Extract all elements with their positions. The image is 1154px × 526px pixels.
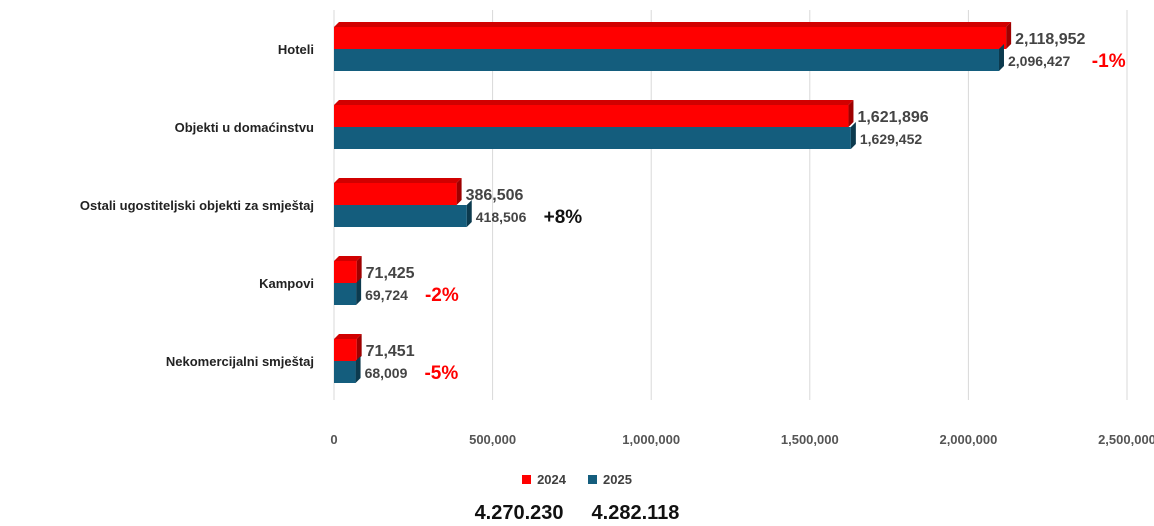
bar-2025 [334, 49, 999, 71]
bar-side-face [356, 334, 362, 361]
bar-2025 [334, 205, 467, 227]
change-label: +8% [544, 207, 583, 228]
bar-side-face [355, 356, 361, 383]
bar-side-face [998, 44, 1004, 71]
bar-side-face [356, 278, 362, 305]
bar-top-face [334, 256, 362, 261]
legend-swatch-2025 [588, 475, 597, 484]
x-tick-label: 500,000 [469, 432, 516, 447]
x-tick-label: 1,500,000 [781, 432, 839, 447]
total-2025: 4.282.118 [591, 502, 680, 524]
category-label: Nekomercijalni smještaj [166, 354, 314, 369]
bar-side-face [356, 256, 362, 283]
legend-swatch-2024 [522, 475, 532, 484]
legend-label-2025: 2025 [603, 472, 632, 487]
category-label: Objekti u domaćinstvu [175, 120, 314, 135]
bar-2025 [334, 283, 357, 305]
category-label: Kampovi [259, 276, 314, 291]
totals: 4.270.230 4.282.118 [0, 502, 1154, 525]
bar-side-face [456, 178, 462, 205]
bar-chart: 0 500,000 1,000,000 1,500,000 2,000,000 2,500… [80, 10, 1154, 447]
bar-top-face [334, 22, 1012, 27]
data-label: 71,425 [366, 265, 415, 282]
data-label: 1,629,452 [860, 131, 922, 147]
legend-item-2024: 2024 [522, 472, 566, 487]
data-label: 69,724 [365, 287, 408, 303]
change-label: -2% [425, 285, 459, 306]
legend-item-2025: 2025 [588, 472, 632, 487]
data-label: 68,009 [365, 365, 408, 381]
change-label: -5% [424, 363, 458, 384]
bar-side-face [466, 200, 472, 227]
data-label: 2,096,427 [1008, 53, 1070, 69]
bar-2025 [334, 127, 851, 149]
data-label: 71,451 [366, 343, 415, 360]
legend-label-2024: 2024 [537, 472, 566, 487]
x-tick-label: 0 [330, 432, 337, 447]
bar-2024 [334, 27, 1007, 49]
bar-side-face [850, 122, 856, 149]
bar-top-face [334, 100, 854, 105]
bar-top-face [334, 334, 362, 339]
data-label: 1,621,896 [857, 109, 928, 126]
change-label: -1% [1092, 51, 1126, 72]
bar-2024 [334, 183, 457, 205]
x-tick-label: 2,500,000 [1098, 432, 1154, 447]
bar-top-face [334, 178, 462, 183]
data-label: 418,506 [476, 209, 527, 225]
x-tick-label: 2,000,000 [939, 432, 997, 447]
legend: 2024 2025 [0, 472, 1154, 487]
bar-2024 [334, 261, 357, 283]
category-label: Hoteli [278, 42, 314, 57]
bar-2024 [334, 339, 357, 361]
bar-2024 [334, 105, 849, 127]
data-label: 386,506 [466, 187, 524, 204]
total-2024: 4.270.230 [474, 502, 564, 524]
bar-side-face [1006, 22, 1012, 49]
x-tick-label: 1,000,000 [622, 432, 680, 447]
bar-2025 [334, 361, 356, 383]
category-label: Ostali ugostiteljski objekti za smještaj [80, 198, 314, 213]
bar-side-face [848, 100, 854, 127]
data-label: 2,118,952 [1015, 31, 1085, 48]
